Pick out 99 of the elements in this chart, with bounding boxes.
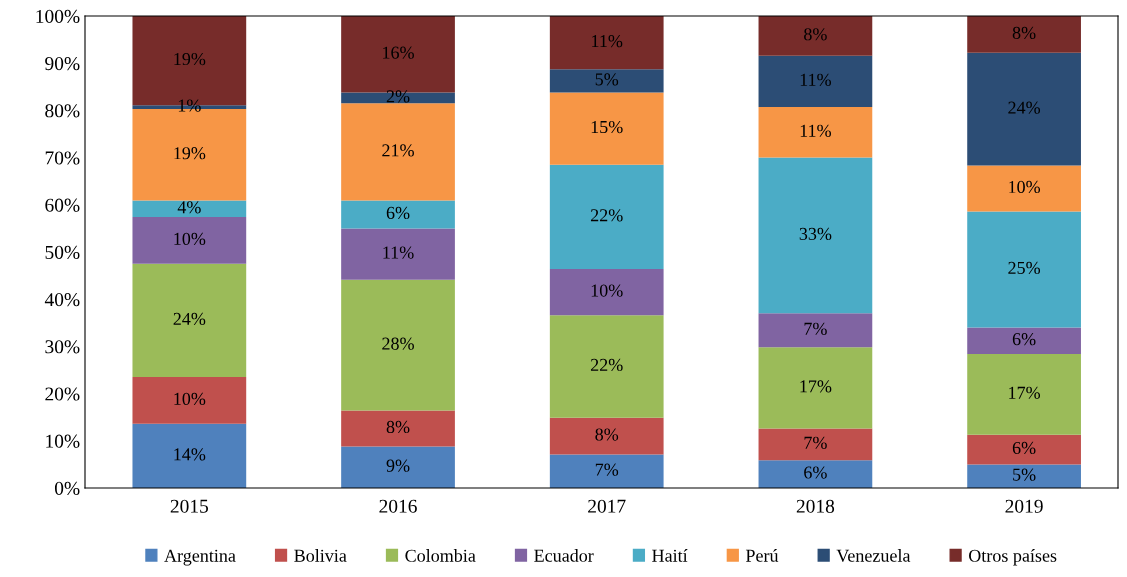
- bar: [549, 454, 664, 488]
- bar: [132, 200, 247, 218]
- data-label: 2%: [386, 90, 410, 103]
- data-label: 24%: [1008, 101, 1041, 114]
- data-label: 7%: [595, 463, 619, 476]
- data-label: 10%: [1009, 180, 1041, 194]
- data-label: 5%: [1013, 468, 1036, 481]
- bar: [549, 315, 664, 418]
- bar: [341, 279, 455, 411]
- data-label: 10%: [591, 284, 623, 297]
- data-label: 9%: [386, 459, 410, 472]
- data-label: 28%: [382, 337, 414, 350]
- data-label: 8%: [595, 428, 619, 441]
- y-tick-label: 100%: [36, 9, 80, 23]
- bar: [341, 103, 455, 201]
- bar: [758, 107, 873, 158]
- bar: [132, 263, 247, 378]
- bar: [549, 417, 664, 455]
- data-label: 10%: [174, 392, 206, 406]
- data-label: 25%: [1008, 261, 1041, 275]
- bar: [341, 200, 455, 229]
- bar: [758, 16, 873, 56]
- data-label: 6%: [386, 206, 410, 220]
- y-tick-label: 20%: [45, 387, 80, 401]
- x-tick-label: 2016: [379, 499, 417, 513]
- bar: [967, 464, 1081, 488]
- bar: [967, 353, 1081, 435]
- bar: [967, 327, 1081, 354]
- y-tick-label: 90%: [45, 57, 80, 71]
- bar: [132, 377, 247, 424]
- data-label: 7%: [804, 436, 827, 449]
- legend-label: Otros países: [969, 549, 1057, 566]
- y-tick-label: 80%: [45, 104, 80, 118]
- bar: [967, 165, 1081, 212]
- data-label: 24%: [173, 312, 206, 326]
- data-label: 6%: [1012, 333, 1036, 346]
- bar: [341, 410, 455, 447]
- data-label: 19%: [174, 147, 206, 160]
- data-label: 33%: [799, 227, 832, 241]
- bar: [341, 92, 455, 104]
- y-tick-label: 40%: [44, 293, 80, 307]
- bar: [132, 423, 247, 488]
- legend-label: Colombia: [405, 549, 476, 562]
- data-label: 22%: [590, 209, 623, 222]
- data-label: 5%: [595, 73, 619, 86]
- data-label: 17%: [800, 380, 832, 393]
- data-label: 4%: [177, 201, 201, 214]
- legend-label: Haití: [652, 549, 688, 562]
- bar: [758, 55, 873, 108]
- data-label: 19%: [174, 52, 206, 66]
- bar: [549, 92, 664, 165]
- y-tick-label: 10%: [46, 434, 80, 448]
- bar: [967, 16, 1081, 53]
- y-tick-label: 60%: [45, 198, 80, 212]
- legend-label: Argentina: [164, 549, 236, 566]
- y-tick-label: 30%: [45, 340, 80, 354]
- bar: [758, 313, 873, 348]
- x-tick-label: 2017: [588, 499, 626, 513]
- legend-label: Perú: [745, 549, 779, 562]
- y-tick-label: 70%: [45, 151, 80, 165]
- bar: [758, 157, 873, 314]
- data-label: 22%: [590, 358, 623, 372]
- legend-label: Venezuela: [836, 549, 911, 562]
- data-label: 16%: [383, 46, 414, 59]
- bar: [549, 164, 664, 269]
- data-label: 8%: [386, 420, 410, 434]
- bar: [549, 16, 664, 70]
- bar: [758, 347, 873, 429]
- bar: [341, 228, 455, 280]
- y-tick-label: 0%: [54, 481, 80, 495]
- bar: [549, 268, 664, 316]
- y-tick-label: 50%: [45, 245, 80, 259]
- bar: [758, 460, 873, 488]
- data-label: 21%: [382, 144, 414, 157]
- bar: [341, 446, 455, 488]
- data-label: 6%: [804, 466, 827, 479]
- data-label: 15%: [591, 120, 623, 134]
- data-label: 11%: [800, 73, 831, 86]
- data-label: 11%: [592, 35, 623, 48]
- x-tick-label: 2018: [796, 499, 835, 513]
- legend-label: Ecuador: [534, 549, 594, 562]
- data-label: 11%: [383, 246, 414, 259]
- data-label: 17%: [1009, 386, 1041, 399]
- data-label: 10%: [174, 232, 206, 246]
- legend-label: Bolivia: [294, 549, 347, 562]
- data-label: 11%: [800, 124, 831, 137]
- bar: [549, 69, 664, 93]
- data-label: 14%: [174, 448, 206, 461]
- data-label: 7%: [804, 322, 827, 335]
- data-label: 6%: [1012, 441, 1036, 455]
- bar: [758, 428, 873, 461]
- bar: [967, 211, 1081, 328]
- data-label: 8%: [1012, 26, 1036, 39]
- bar: [967, 434, 1081, 465]
- x-tick-label: 2019: [1005, 499, 1043, 513]
- x-tick-label: 2015: [170, 499, 209, 513]
- bar: [967, 52, 1081, 166]
- data-label: 8%: [804, 28, 827, 41]
- bar: [132, 217, 247, 264]
